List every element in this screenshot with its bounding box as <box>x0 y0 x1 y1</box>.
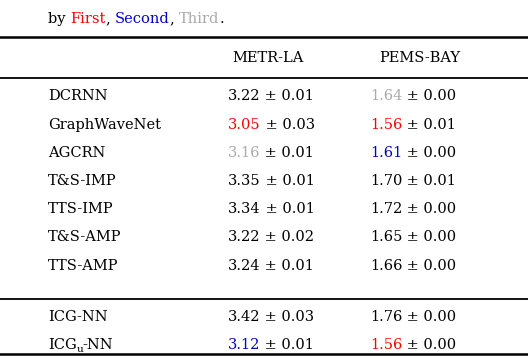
Text: GraphWaveNet: GraphWaveNet <box>48 118 161 131</box>
Text: ± 0.00: ± 0.00 <box>402 230 457 244</box>
Text: ,: , <box>169 12 179 26</box>
Text: ± 0.00: ± 0.00 <box>402 258 457 273</box>
Text: ± 0.00: ± 0.00 <box>402 89 457 103</box>
Text: -NN: -NN <box>82 338 113 353</box>
Text: PEMS-BAY: PEMS-BAY <box>380 51 460 65</box>
Text: 1.61: 1.61 <box>370 146 402 160</box>
Text: ± 0.01: ± 0.01 <box>260 89 314 103</box>
Text: u: u <box>77 345 83 354</box>
Text: T&S-IMP: T&S-IMP <box>48 174 117 188</box>
Text: ,: , <box>106 12 115 26</box>
Text: TTS-AMP: TTS-AMP <box>48 258 118 273</box>
Text: ± 0.01: ± 0.01 <box>260 258 314 273</box>
Text: .: . <box>219 12 224 26</box>
Text: 1.76: 1.76 <box>370 310 402 324</box>
Text: ± 0.01: ± 0.01 <box>402 118 456 131</box>
Text: ICG: ICG <box>48 338 77 353</box>
Text: ICG-NN: ICG-NN <box>48 310 108 324</box>
Text: ± 0.03: ± 0.03 <box>261 118 315 131</box>
Text: ± 0.02: ± 0.02 <box>260 230 315 244</box>
Text: by: by <box>48 12 70 26</box>
Text: AGCRN: AGCRN <box>48 146 106 160</box>
Text: ± 0.00: ± 0.00 <box>402 146 456 160</box>
Text: TTS-IMP: TTS-IMP <box>48 202 114 216</box>
Text: Third: Third <box>179 12 219 26</box>
Text: ± 0.01: ± 0.01 <box>260 338 314 353</box>
Text: 3.34: 3.34 <box>228 202 261 216</box>
Text: u: u <box>77 341 83 350</box>
Text: ± 0.01: ± 0.01 <box>260 146 314 160</box>
Text: 3.16: 3.16 <box>228 146 260 160</box>
Text: 1.72: 1.72 <box>370 202 402 216</box>
Text: METR-LA: METR-LA <box>232 51 304 65</box>
Text: 3.22: 3.22 <box>228 89 260 103</box>
Text: 3.12: 3.12 <box>228 338 260 353</box>
Text: T&S-AMP: T&S-AMP <box>48 230 121 244</box>
Text: 1.65: 1.65 <box>370 230 402 244</box>
Text: DCRNN: DCRNN <box>48 89 108 103</box>
Text: 1.70: 1.70 <box>370 174 402 188</box>
Text: 3.42: 3.42 <box>228 310 260 324</box>
Text: ± 0.00: ± 0.00 <box>402 202 456 216</box>
Text: ± 0.01: ± 0.01 <box>261 174 315 188</box>
Text: Second: Second <box>115 12 169 26</box>
Text: 3.05: 3.05 <box>228 118 261 131</box>
Text: 3.24: 3.24 <box>228 258 260 273</box>
Text: 1.64: 1.64 <box>370 89 402 103</box>
Text: First: First <box>70 12 106 26</box>
Text: ± 0.00: ± 0.00 <box>402 338 457 353</box>
Text: 1.56: 1.56 <box>370 338 402 353</box>
Text: 1.66: 1.66 <box>370 258 402 273</box>
Text: ± 0.03: ± 0.03 <box>260 310 315 324</box>
Text: 1.56: 1.56 <box>370 118 402 131</box>
Text: 3.35: 3.35 <box>228 174 261 188</box>
Text: 3.22: 3.22 <box>228 230 260 244</box>
Text: ± 0.01: ± 0.01 <box>261 202 315 216</box>
Text: ± 0.01: ± 0.01 <box>402 174 456 188</box>
Text: ± 0.00: ± 0.00 <box>402 310 457 324</box>
